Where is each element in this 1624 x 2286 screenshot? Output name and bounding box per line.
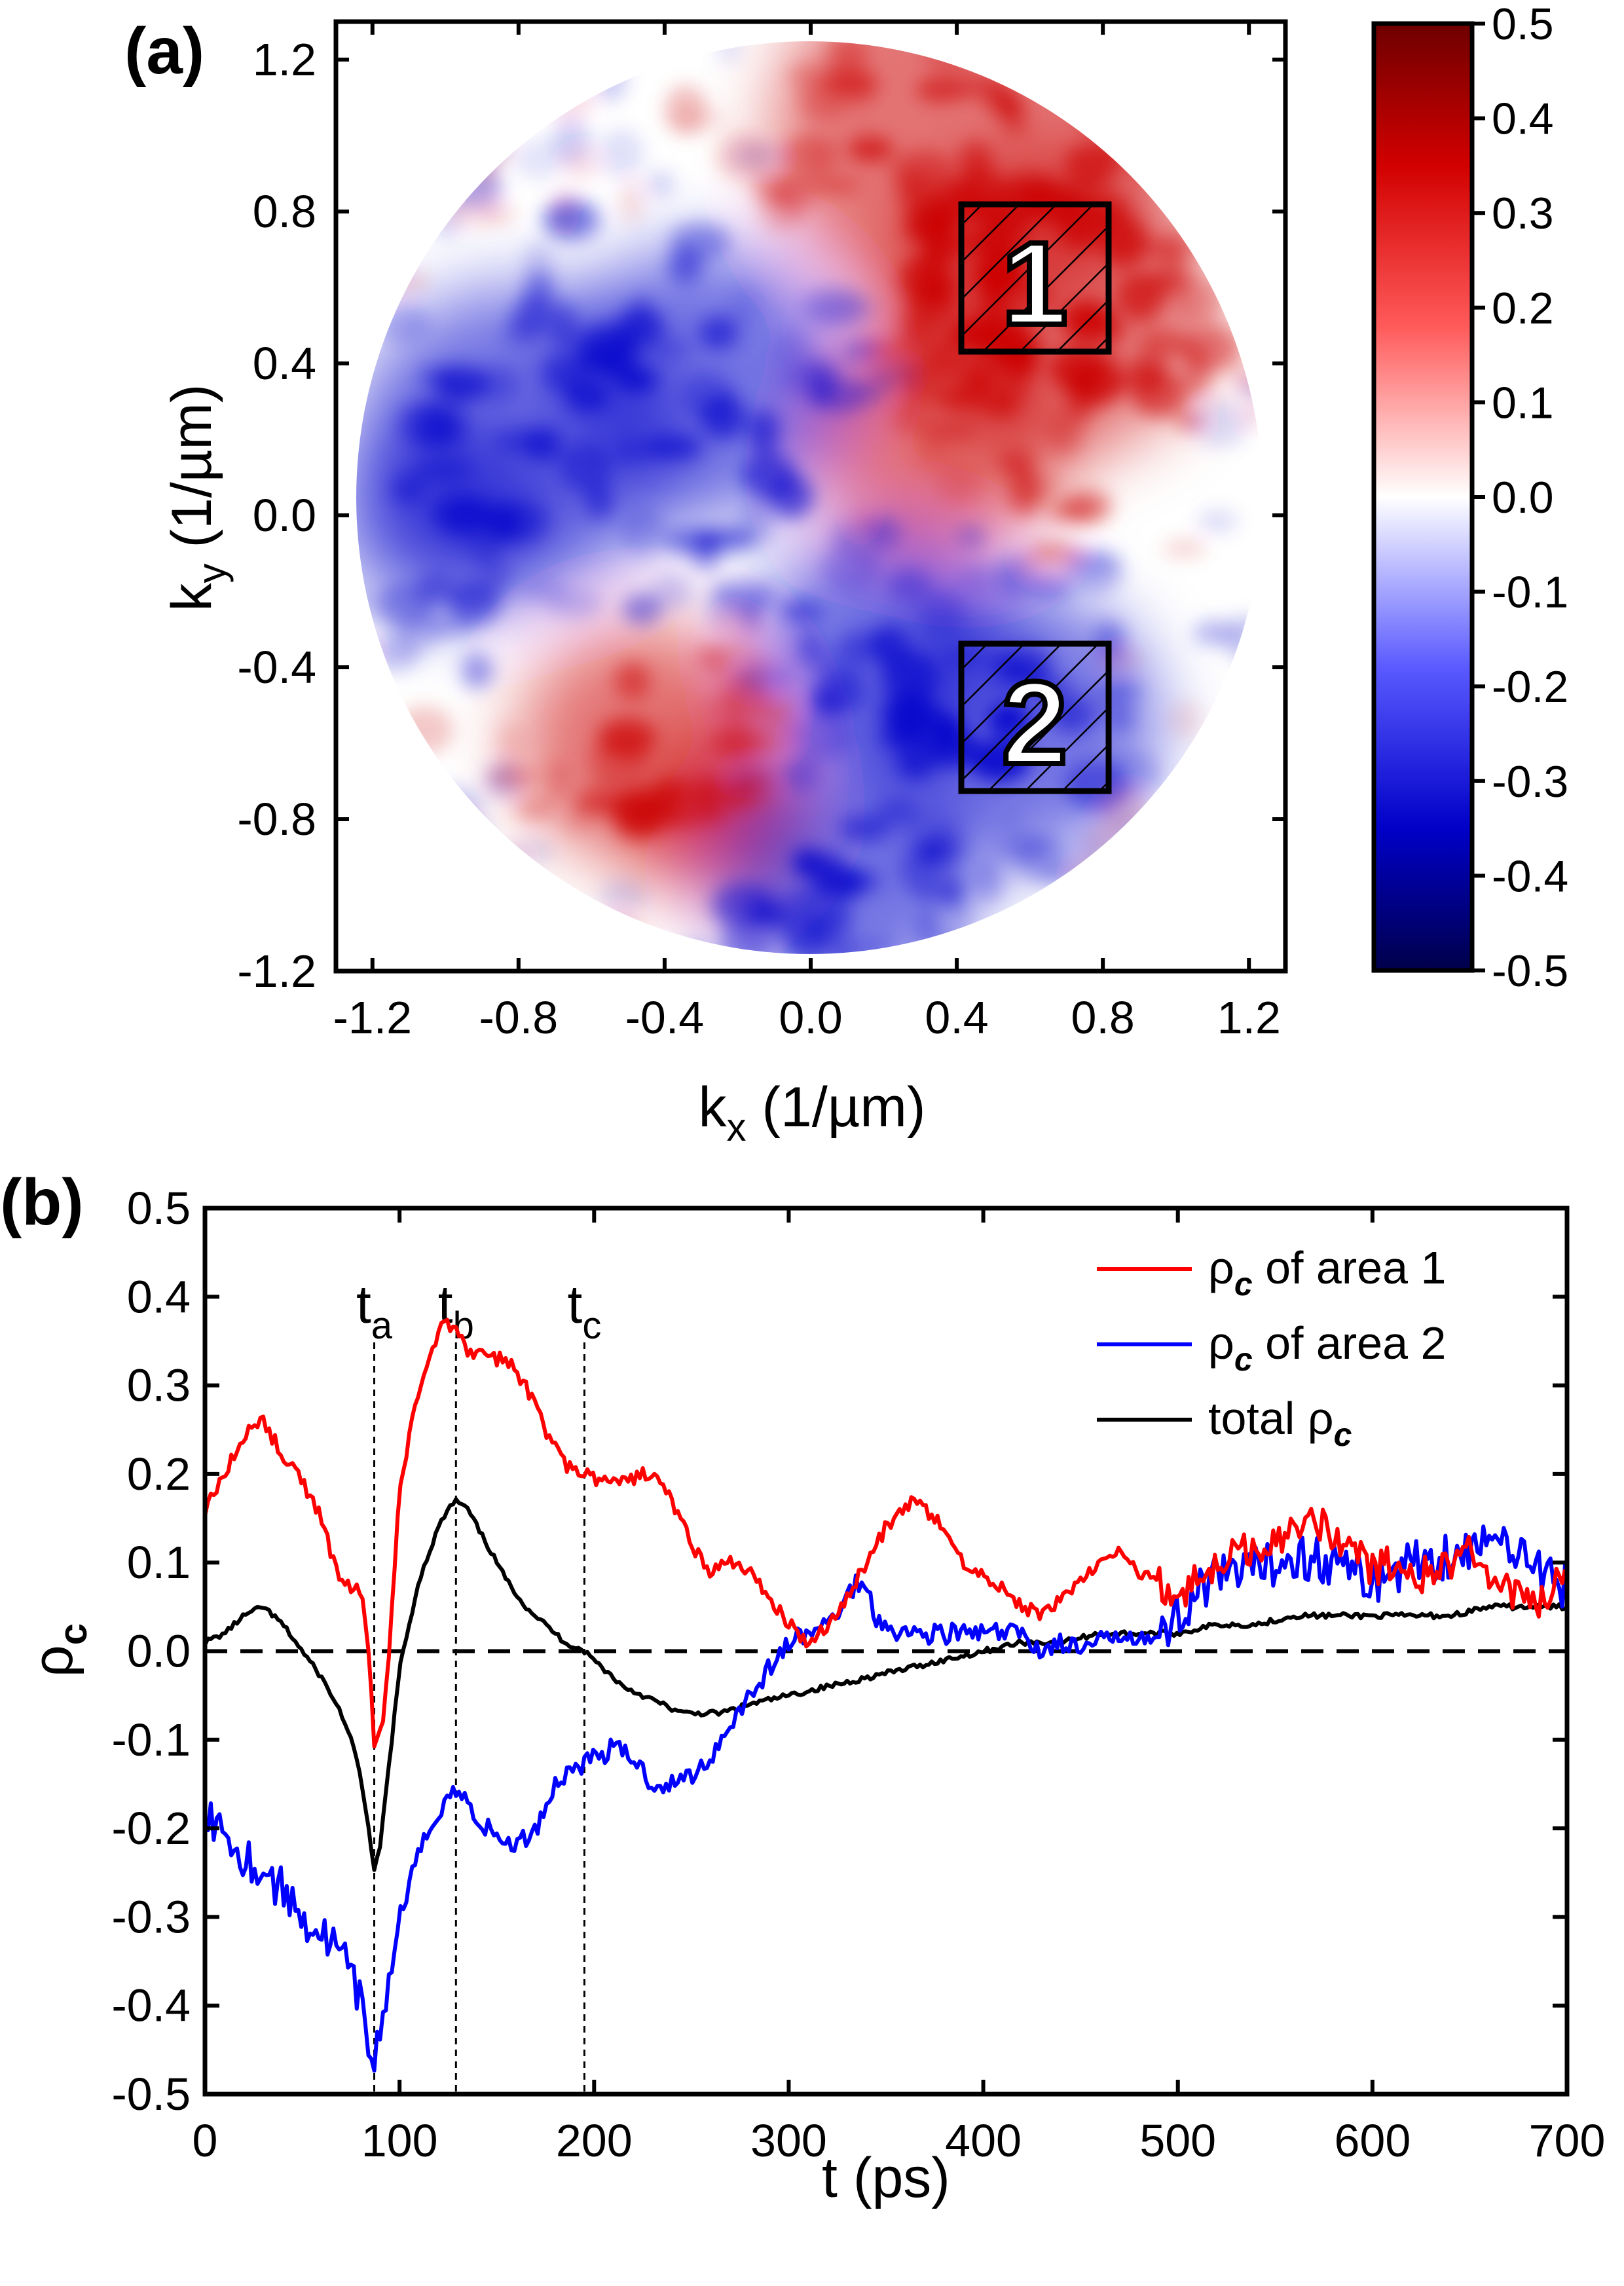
plot-xlabel: t (ps) <box>822 2147 950 2209</box>
y-tick-label: -0.5 <box>111 2069 191 2120</box>
x-tick-label: 0.0 <box>779 992 842 1043</box>
y-tick-label: -0.2 <box>111 1803 191 1854</box>
y-tick-label: 0.8 <box>253 186 316 237</box>
y-tick-label: 0.4 <box>127 1271 191 1322</box>
y-tick-label: -0.4 <box>237 642 316 693</box>
heatmap-xlabel: kx (1/µm) <box>698 1076 925 1149</box>
colorbar-tick-label: -0.5 <box>1492 946 1568 996</box>
x-tick-label: 300 <box>750 2115 827 2166</box>
x-tick-label: 0 <box>193 2115 218 2166</box>
heatmap-image <box>356 41 1263 954</box>
colorbar-tick-label: 0.0 <box>1492 473 1554 523</box>
x-tick-label: 500 <box>1139 2115 1216 2166</box>
series-line-2 <box>203 1524 1567 2073</box>
colorbar-tick-label: 0.1 <box>1492 378 1554 428</box>
y-tick-label: 0.0 <box>127 1626 191 1677</box>
panel-a-label: (a) <box>124 14 204 88</box>
y-tick-label: 0.4 <box>253 338 316 389</box>
vline-label-ta: ta <box>356 1275 393 1347</box>
y-tick-label: -0.1 <box>111 1714 191 1765</box>
legend-label-2: ρc of area 2 <box>1208 1318 1446 1378</box>
region-box-1: 1 <box>958 201 1112 355</box>
y-tick-label: 1.2 <box>253 34 316 85</box>
y-tick-label: -0.8 <box>237 794 316 845</box>
y-tick-label: 0.3 <box>127 1360 191 1411</box>
colorbar-tick-label: 0.2 <box>1492 284 1554 333</box>
x-tick-label: 400 <box>945 2115 1022 2166</box>
x-tick-label: 0.8 <box>1071 992 1134 1043</box>
x-tick-label: 1.2 <box>1217 992 1281 1043</box>
legend-label-3: total ρc <box>1208 1393 1352 1453</box>
region-box-1-label: 1 <box>1002 218 1067 350</box>
heatmap-axes: -1.2 -0.8 -0.4 0.0 0.4 0.8 1.2 -1.2 -0.8 -0.4 0.0 0… <box>237 22 1285 1043</box>
x-tick-label: -0.8 <box>479 992 559 1043</box>
y-tick-label: 0.1 <box>127 1537 191 1588</box>
x-tick-label: 200 <box>556 2115 633 2166</box>
colorbar-tick-label: 0.3 <box>1492 189 1554 238</box>
x-tick-label: 600 <box>1334 2115 1411 2166</box>
x-tick-label: -0.4 <box>625 992 705 1043</box>
colorbar-ticks: -0.5 -0.4 -0.3 -0.2 -0.1 0.0 0.1 0.2 0.3 0.4 0.5 <box>1472 0 1568 996</box>
colorbar-tick-label: -0.4 <box>1492 851 1568 901</box>
panel-b-label: (b) <box>0 1166 84 1239</box>
colorbar-tick-label: -0.2 <box>1492 662 1568 712</box>
series-line-3 <box>203 1497 1566 1872</box>
colorbar-tick-label: -0.3 <box>1492 757 1568 807</box>
vline-label-tc: tc <box>568 1275 602 1347</box>
region-box-2: 2 <box>958 640 1112 794</box>
y-tick-label: 0.2 <box>127 1448 191 1500</box>
y-tick-label: 0.0 <box>253 490 316 541</box>
vline-label-tb: tb <box>438 1275 474 1347</box>
x-tick-label: 700 <box>1529 2115 1606 2166</box>
y-tick-label: -0.4 <box>111 1980 191 2031</box>
colorbar <box>1371 21 1475 973</box>
y-tick-label: -1.2 <box>237 946 316 997</box>
colorbar-tick-label: 0.5 <box>1492 0 1554 49</box>
x-tick-label: 0.4 <box>925 992 988 1043</box>
colorbar-tick-label: -0.1 <box>1492 568 1568 618</box>
colorbar-tick-label: 0.4 <box>1492 94 1554 144</box>
y-tick-label: -0.3 <box>111 1891 191 1942</box>
legend-label-1: ρc of area 1 <box>1208 1242 1446 1302</box>
x-tick-label: 100 <box>361 2115 438 2166</box>
line-plot: ta tb tc 0 100 200 300 400 500 600 700 -0.5 -0.4 -0.3… <box>22 1183 1605 2209</box>
y-tick-label: 0.5 <box>127 1183 191 1234</box>
region-box-2-label: 2 <box>1002 657 1067 789</box>
series-line-1 <box>203 1318 1567 1748</box>
x-tick-label: -1.2 <box>333 992 412 1043</box>
plot-ylabel: ρc <box>22 1623 95 1677</box>
heatmap-ylabel: ky (1/µm) <box>160 384 234 611</box>
